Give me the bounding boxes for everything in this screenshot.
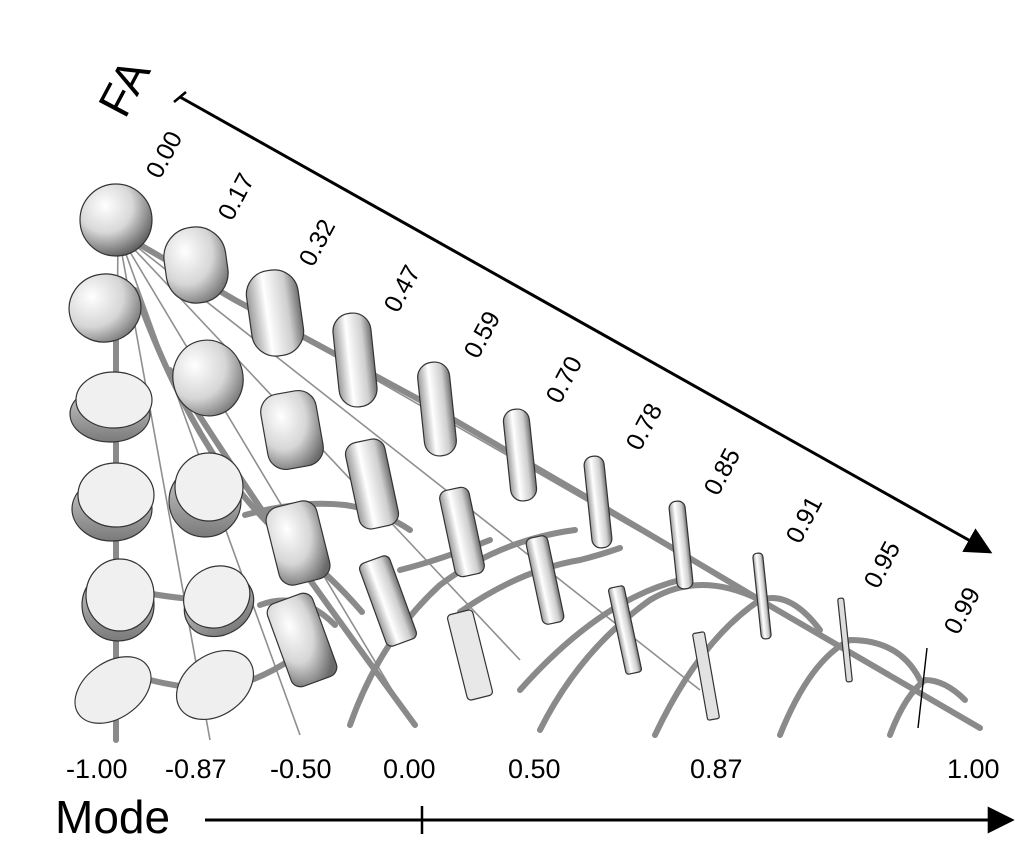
thick-grid-curve <box>777 636 923 738</box>
thick-grid-curve <box>887 676 968 738</box>
mode-label: -0.50 <box>270 754 332 784</box>
glyph-disk <box>69 371 153 443</box>
glyph-flat-ellipse <box>74 656 152 724</box>
glyph-disk <box>168 452 244 538</box>
glyph-rounded-cylinder <box>163 226 229 304</box>
fa-axis-arrow <box>179 95 993 554</box>
fa-label: 0.85 <box>699 444 747 500</box>
glyph-box <box>265 500 331 586</box>
mode-label: 1.00 <box>947 754 1000 784</box>
glyph-flat-box <box>359 555 417 647</box>
glyph-cylinder <box>417 361 457 457</box>
mode-label: -1.00 <box>66 754 128 784</box>
glyph-rounded-box <box>260 389 324 471</box>
glyph-line <box>917 647 928 729</box>
mode-label: 0.50 <box>508 754 561 784</box>
fa-label: 0.91 <box>781 492 829 548</box>
fa-axis-tick <box>173 91 187 103</box>
thick-grid-curve <box>652 595 823 738</box>
mode-label: 0.00 <box>383 754 436 784</box>
mode-labels: -1.00 -0.87 -0.50 0.00 0.50 0.87 1.00 <box>66 754 1000 784</box>
glyph-sphere <box>79 183 153 257</box>
fa-label: 0.95 <box>859 537 907 593</box>
glyph-flat-box <box>446 609 494 701</box>
fa-label: 0.32 <box>294 215 342 271</box>
fa-label: 0.70 <box>541 352 589 408</box>
glyph-flat-ellipse <box>175 649 255 721</box>
glyph-disk <box>71 462 155 542</box>
thin-grid-line <box>117 231 411 721</box>
glyph-slab <box>607 585 643 675</box>
glyph-rounded-box <box>344 438 400 530</box>
glyph-cylinder <box>752 552 772 640</box>
mode-axis-title: Mode <box>55 791 170 843</box>
thick-grid-curve <box>537 582 763 733</box>
fa-label: 0.47 <box>379 261 427 317</box>
glyph-cylinder <box>583 455 613 549</box>
fa-label: 0.99 <box>939 583 987 639</box>
fa-label: 0.17 <box>213 169 261 225</box>
glyph-cylinder <box>502 408 538 502</box>
glyph-rounded-cylinder <box>245 269 305 357</box>
glyph-rounded-box <box>439 486 485 578</box>
glyph-rounded-box <box>525 535 565 625</box>
glyph-flat-disk <box>81 558 155 642</box>
glyph-cylinder <box>668 500 694 590</box>
glyph-rounded-disk <box>172 339 244 417</box>
fa-label: 0.78 <box>621 399 669 455</box>
tensor-glyphs <box>68 183 928 729</box>
mode-label: 0.87 <box>690 754 743 784</box>
glyph-slab <box>692 631 720 721</box>
fa-axis-title: FA <box>88 50 160 124</box>
thick-grid-curve <box>517 577 683 693</box>
glyph-cylinder <box>837 597 853 683</box>
glyph-flat-box <box>266 592 338 688</box>
glyph-cylinder <box>332 312 378 408</box>
thick-grid-curve <box>457 545 623 615</box>
fa-label: 0.59 <box>459 307 507 363</box>
glyph-flat-disk <box>183 565 255 638</box>
fa-label: 0.00 <box>141 127 189 183</box>
mode-label: -0.87 <box>165 754 227 784</box>
glyph-rounded-disk <box>68 273 142 343</box>
